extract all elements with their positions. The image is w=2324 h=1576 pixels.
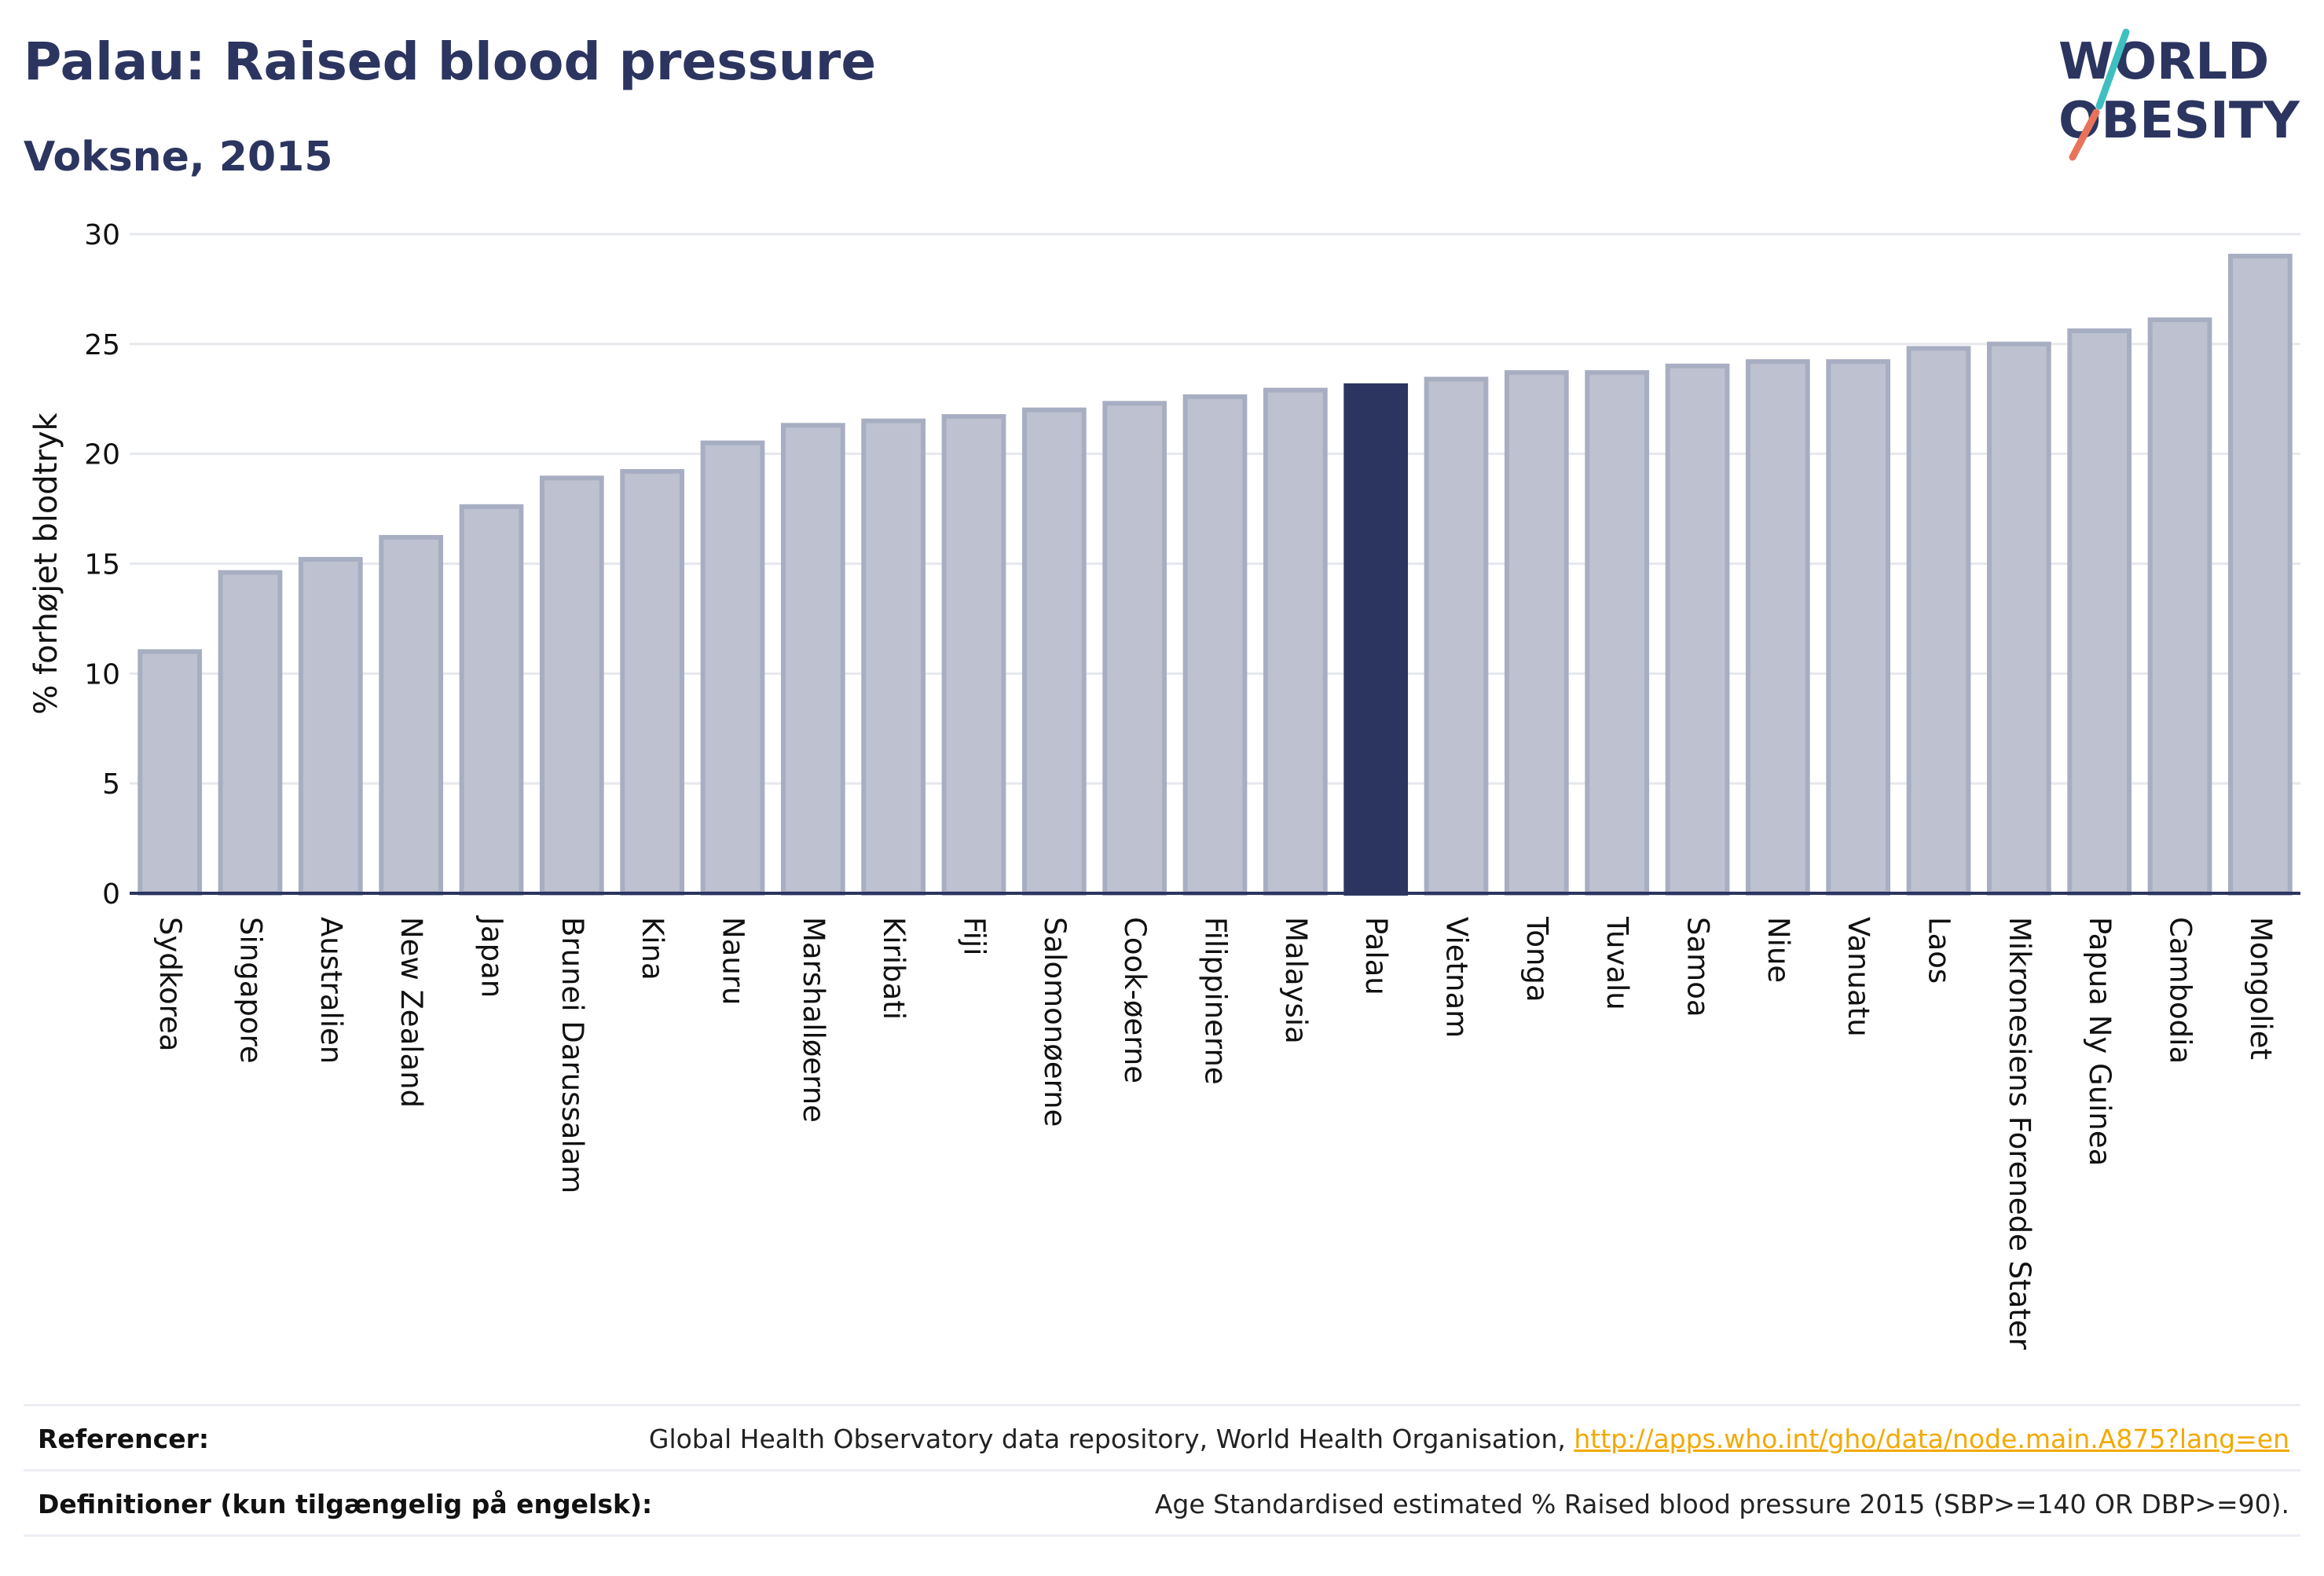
bar-samoa[interactable]	[1665, 363, 1730, 896]
bar-new-zealand[interactable]	[379, 534, 444, 896]
x-tick-label: Sydkorea	[153, 917, 187, 1051]
x-tick-label: New Zealand	[394, 917, 428, 1108]
chart-subtitle: Voksne, 2015	[24, 134, 333, 181]
y-tick-label: 10	[84, 658, 120, 691]
x-tick-label: Malaysia	[1279, 917, 1313, 1044]
bar-palau[interactable]	[1343, 383, 1409, 896]
bar-nauru[interactable]	[700, 440, 765, 896]
x-tick-label: Vanuatu	[1842, 917, 1875, 1037]
y-tick-label: 5	[102, 768, 120, 801]
x-tick-label: Filippinerne	[1199, 917, 1233, 1085]
x-tick-label: Palau	[1359, 917, 1393, 995]
x-tick-label: Fiji	[958, 917, 992, 955]
bar-australien[interactable]	[298, 556, 363, 896]
bar-sydkorea[interactable]	[137, 649, 203, 896]
references-source: Global Health Observatory data repositor…	[648, 1424, 1574, 1454]
bar-laos[interactable]	[1906, 346, 1971, 896]
footer-divider-top	[24, 1404, 2300, 1406]
bar-vanuatu[interactable]	[1826, 359, 1891, 896]
x-tick-label: Marshalløerne	[797, 917, 830, 1123]
x-tick-label: Nauru	[717, 917, 750, 1005]
bar-brunei-darussalam[interactable]	[539, 475, 604, 896]
references-label: Referencer:	[38, 1424, 210, 1454]
x-tick-label: Samoa	[1681, 917, 1715, 1017]
footer-divider-bottom	[24, 1534, 2300, 1537]
bar-salomon-erne[interactable]	[1021, 407, 1087, 896]
x-tick-label: Australien	[314, 917, 348, 1064]
logo-slash-teal	[2095, 28, 2130, 110]
x-tick-label: Salomonøerne	[1038, 917, 1072, 1127]
bar-singapore[interactable]	[218, 570, 283, 896]
x-tick-label: Tonga	[1520, 916, 1554, 1002]
bar-kina[interactable]	[620, 469, 685, 896]
x-tick-label: Japan	[475, 915, 509, 998]
y-tick-label: 0	[102, 878, 120, 911]
bar-cook-erne[interactable]	[1102, 401, 1167, 896]
bar-mikronesiens-forenede-stater[interactable]	[1986, 341, 2051, 896]
definitions-text: Age Standardised estimated % Raised bloo…	[1154, 1489, 2289, 1519]
x-tick-label: Papua Ny Guinea	[2083, 917, 2117, 1166]
bar-mongoliet[interactable]	[2227, 253, 2293, 896]
x-tick-label: Kiribati	[877, 917, 911, 1020]
bar-papua-ny-guinea[interactable]	[2067, 328, 2132, 896]
x-tick-label: Brunei Darussalam	[555, 917, 589, 1193]
definitions-label: Definitioner (kun tilgængelig på engelsk…	[38, 1489, 653, 1519]
bar-chart: 0 5 10 15 20 25 30 % forhøjet blodtryk Sydkorea S…	[28, 219, 2300, 1351]
bar-tuvalu[interactable]	[1585, 370, 1650, 896]
x-tick-label: Laos	[1923, 917, 1956, 984]
bar-malaysia[interactable]	[1263, 387, 1328, 896]
x-tick-label: Cambodia	[2164, 917, 2198, 1064]
x-tick-label: Kina	[636, 917, 669, 980]
footer-divider-middle	[24, 1469, 2300, 1472]
x-tick-label: Niue	[1761, 917, 1795, 983]
x-tick-label: Tuvalu	[1600, 916, 1634, 1010]
y-tick-label: 15	[84, 549, 120, 581]
bar-japan[interactable]	[459, 504, 524, 896]
bar-cambodia[interactable]	[2147, 317, 2212, 896]
x-tick-label: Vietnam	[1440, 917, 1474, 1038]
bar-marshall-erne[interactable]	[780, 423, 845, 896]
y-tick-label: 20	[84, 439, 120, 471]
bar-tonga[interactable]	[1504, 370, 1569, 896]
bar-vietnam[interactable]	[1424, 376, 1489, 896]
bar-niue[interactable]	[1745, 359, 1810, 896]
x-tick-label: Cook-øerne	[1118, 917, 1152, 1083]
y-axis-label: % forhøjet blodtryk	[28, 412, 64, 715]
logo-text-world: WORLD	[2058, 33, 2269, 91]
y-tick-label: 30	[84, 219, 120, 251]
y-tick-label: 25	[84, 329, 120, 361]
world-obesity-logo: WORLD OBESITY	[2058, 28, 2300, 161]
references-text: Global Health Observatory data repositor…	[649, 1424, 2289, 1454]
logo-slash-red	[2069, 108, 2100, 161]
bar-filippinerne[interactable]	[1182, 394, 1248, 896]
x-tick-label: Mikronesiens Forenede Stater	[2003, 917, 2036, 1351]
bar-fiji[interactable]	[941, 414, 1006, 896]
x-tick-label: Mongoliet	[2244, 917, 2278, 1060]
x-tick-label: Singapore	[234, 917, 268, 1064]
chart-title: Palau: Raised blood pressure	[24, 31, 877, 92]
bar-kiribati[interactable]	[861, 418, 926, 896]
references-link[interactable]: http://apps.who.int/gho/data/node.main.A…	[1574, 1424, 2289, 1454]
